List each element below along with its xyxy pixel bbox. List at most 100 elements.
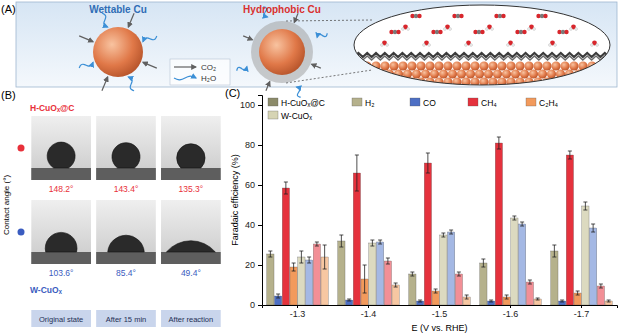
- cu-atom: [371, 77, 380, 86]
- bar: [511, 218, 518, 305]
- y-tick: 40: [245, 220, 262, 230]
- error-cap: [355, 191, 359, 192]
- error-cap: [607, 302, 611, 303]
- h2o-h: [512, 44, 515, 47]
- data-label: 85.4°: [116, 268, 136, 278]
- x-tick: -1.4: [361, 305, 377, 319]
- cu-atom: [416, 61, 425, 70]
- bar: [597, 286, 604, 305]
- x-tick-label: -1.7: [574, 309, 590, 319]
- co2-o: [522, 30, 526, 34]
- h2o-arrow: [143, 36, 157, 42]
- cu-atom: [430, 69, 439, 78]
- cu-atom: [524, 61, 533, 70]
- cu-atom: [560, 77, 569, 86]
- cu-atom: [452, 61, 461, 70]
- error-cap: [481, 259, 485, 260]
- error-bar: [370, 240, 374, 246]
- legend-swatch: [268, 111, 278, 119]
- y-tick: 20: [245, 260, 262, 270]
- error-cap: [599, 284, 603, 285]
- cu-atom: [475, 69, 484, 78]
- droplet: [47, 142, 75, 168]
- error-cap: [378, 244, 382, 245]
- cu-atom: [610, 69, 619, 78]
- error-cap: [292, 263, 296, 264]
- error-line: [270, 251, 271, 257]
- data-label: 148.2°: [49, 184, 74, 194]
- error-line: [506, 295, 507, 299]
- error-cap: [370, 240, 374, 241]
- y-tick: 80: [245, 140, 262, 150]
- co2-o: [585, 14, 589, 18]
- cu-atom: [443, 61, 452, 70]
- x-tick: -1.6: [503, 305, 519, 319]
- cu-atom: [362, 77, 371, 86]
- bar: [376, 242, 383, 305]
- bar: [313, 244, 320, 305]
- error-cap: [489, 300, 493, 301]
- error-bar: [307, 257, 311, 263]
- cu-atom: [506, 77, 515, 86]
- x-tick-mark: [510, 305, 511, 308]
- error-cap: [449, 234, 453, 235]
- error-cap: [434, 289, 438, 290]
- error-cap: [339, 247, 343, 248]
- cu-atom: [515, 77, 524, 86]
- cu-atom: [506, 61, 515, 70]
- error-bar: [465, 295, 469, 299]
- cu-atom: [380, 61, 389, 70]
- error-cap: [441, 237, 445, 238]
- cu-atom: [605, 61, 614, 70]
- error-cap: [426, 153, 430, 154]
- error-cap: [465, 299, 469, 300]
- error-line: [451, 230, 452, 234]
- error-cap: [347, 299, 351, 300]
- error-line: [285, 182, 286, 194]
- error-cap: [394, 283, 398, 284]
- cu-atom: [511, 69, 520, 78]
- arrows: [237, 7, 328, 98]
- data-label: 135.3°: [179, 184, 204, 194]
- error-cap: [505, 299, 509, 300]
- co2-o: [417, 14, 421, 18]
- error-line: [435, 289, 436, 293]
- key-label: CO₂: [201, 63, 216, 72]
- error-bar: [583, 202, 587, 210]
- error-cap: [307, 257, 311, 258]
- zoom-content: [353, 5, 623, 87]
- cu-atom: [466, 69, 475, 78]
- bar: [298, 257, 305, 305]
- error-cap: [434, 293, 438, 294]
- cu-atom: [452, 77, 461, 86]
- cu-atom: [502, 69, 511, 78]
- co2-c: [372, 14, 376, 18]
- bar: [409, 274, 416, 305]
- legend-label: CH₄: [481, 98, 497, 108]
- error-line: [356, 155, 357, 191]
- error-cap: [560, 302, 564, 303]
- error-bar: [323, 245, 327, 269]
- droplet: [108, 235, 144, 252]
- series-marker: [18, 145, 25, 152]
- error-cap: [410, 276, 414, 277]
- arrows: [79, 13, 157, 91]
- zoom-ellipse: [354, 5, 610, 85]
- x-tick: -1.5: [432, 305, 448, 319]
- cu-atom: [592, 69, 601, 78]
- x-axis-line: [263, 306, 618, 309]
- error-line: [372, 240, 373, 246]
- droplet: [166, 241, 215, 252]
- error-cap: [583, 210, 587, 211]
- co2-o: [375, 14, 379, 18]
- legend-swatch: [268, 98, 278, 106]
- photo-cell: [96, 200, 156, 264]
- zoom-background: [354, 5, 610, 85]
- co2-o: [578, 14, 582, 18]
- co2-o: [396, 30, 400, 34]
- cu-atom: [601, 69, 610, 78]
- h2o-arrow: [102, 13, 108, 27]
- bar: [526, 282, 533, 305]
- h2o-h: [444, 28, 447, 31]
- bar: [338, 241, 345, 305]
